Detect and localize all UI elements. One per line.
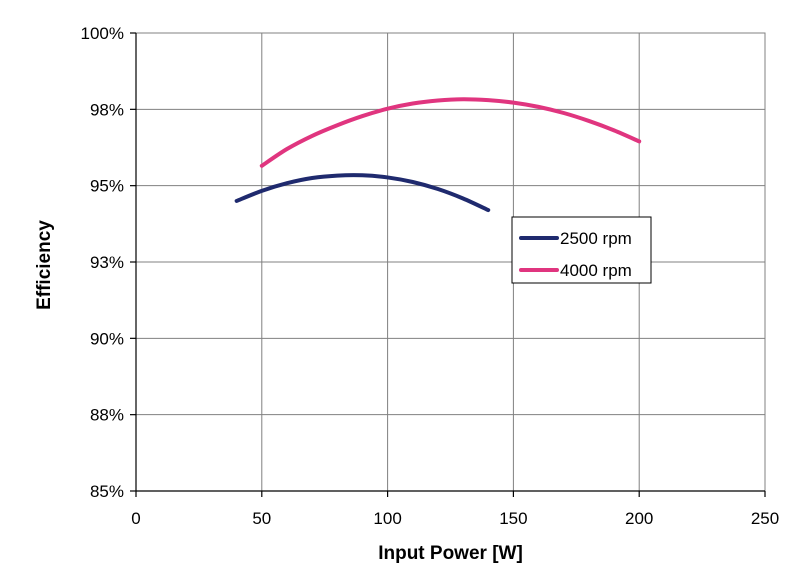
y-tick-label: 98% (90, 100, 124, 119)
y-tick-label: 93% (90, 253, 124, 272)
series-layer (234, 97, 642, 213)
x-tick-label: 250 (751, 509, 779, 528)
y-axis-title: Efficiency (34, 220, 55, 310)
y-tick-label: 95% (90, 177, 124, 196)
y-tick-label: 85% (90, 482, 124, 501)
x-tick-label: 150 (499, 509, 527, 528)
x-tick-label: 50 (252, 509, 271, 528)
series-line-2 (259, 97, 642, 168)
legend: 2500 rpm 4000 rpm (511, 216, 652, 284)
y-tick-label: 88% (90, 406, 124, 425)
x-axis-title: Input Power [W] (378, 543, 523, 564)
y-tick-label: 90% (90, 329, 124, 348)
x-tick-label: 0 (131, 509, 140, 528)
x-tick-label: 200 (625, 509, 653, 528)
x-tick-label: 100 (373, 509, 401, 528)
legend-label: 4000 rpm (560, 261, 632, 280)
series-line-1 (234, 173, 491, 213)
y-tick-label: 100% (81, 24, 124, 43)
axes-layer: 0 50 100 150 200 250 85% 88% 90% 93% 95% 98% 100% (81, 24, 780, 528)
legend-label: 2500 rpm (560, 229, 632, 248)
